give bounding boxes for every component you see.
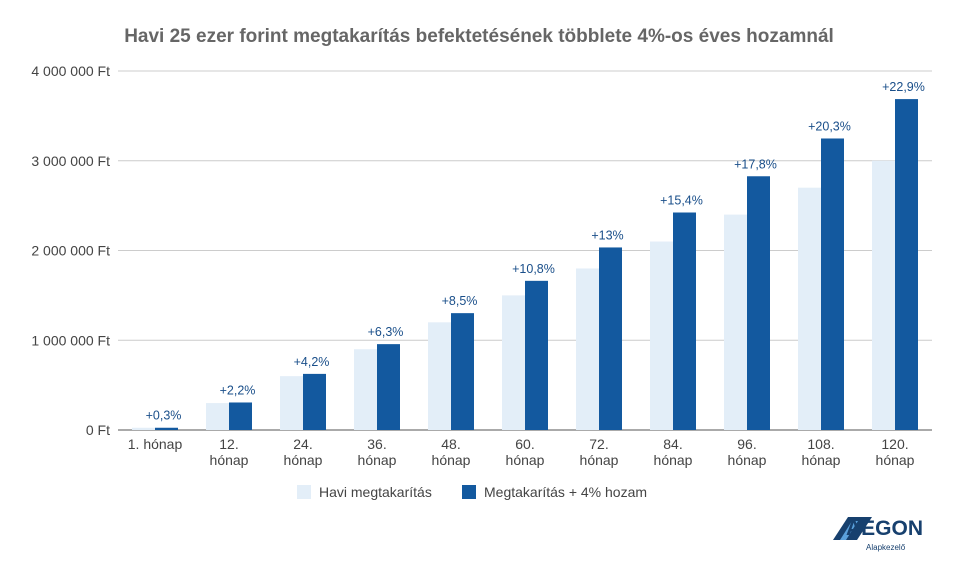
data-label: +15,4% [660, 193, 703, 207]
data-label: +4,2% [294, 355, 330, 369]
x-tick-label: 72. [589, 436, 608, 452]
bar-with-returns [303, 373, 326, 430]
x-tick-label: hónap [728, 452, 767, 468]
y-tick-label: 0 Ft [86, 422, 110, 438]
gridlines [118, 70, 932, 431]
bar-with-returns [525, 280, 548, 430]
bar-with-returns [155, 427, 178, 430]
y-tick-label: 2 000 000 Ft [31, 243, 110, 259]
data-label: +2,2% [220, 383, 256, 397]
y-axis-ticks: 0 Ft 1 000 000 Ft 2 000 000 Ft 3 000 000 Ft… [31, 63, 110, 438]
x-tick-label: 120. [881, 436, 908, 452]
x-tick-label: hónap [506, 452, 545, 468]
bar-with-returns [747, 176, 770, 430]
x-tick-label: hónap [876, 452, 915, 468]
bar-savings [576, 268, 599, 430]
data-label: +0,3% [146, 409, 182, 423]
y-tick-label: 4 000 000 Ft [31, 63, 110, 79]
bar-with-returns [821, 138, 844, 430]
x-tick-label: 108. [807, 436, 834, 452]
bar-with-returns [895, 99, 918, 431]
x-tick-label: 96. [737, 436, 756, 452]
x-tick-label: 24. [293, 436, 312, 452]
bar-savings [502, 295, 525, 430]
data-label: +13% [591, 228, 623, 242]
x-axis-ticks: 1. hónap 12.hónap24.hónap36.hónap48.hónap… [128, 436, 915, 468]
x-tick-label: hónap [802, 452, 841, 468]
bar-savings [650, 241, 673, 430]
x-tick-label: 84. [663, 436, 682, 452]
data-label: +6,3% [368, 325, 404, 339]
bar-with-returns [451, 313, 474, 430]
aegon-logo: AEGON Alapkezelő [833, 517, 923, 552]
legend-swatch-returns [462, 485, 476, 499]
bar-savings [872, 160, 895, 430]
x-tick-label: 36. [367, 436, 386, 452]
logo-subtitle: Alapkezelő [866, 543, 906, 552]
data-label: +22,9% [882, 80, 925, 94]
bar-with-returns [599, 247, 622, 430]
bar-savings [132, 427, 155, 430]
bar-savings [206, 403, 229, 430]
x-tick-label: hónap [210, 452, 249, 468]
x-tick-label: hónap [432, 452, 471, 468]
y-tick-label: 1 000 000 Ft [31, 332, 110, 348]
x-tick-label: 48. [441, 436, 460, 452]
x-tick-label: 1. hónap [128, 436, 183, 452]
aegon-logo-mark-light-icon [840, 521, 858, 540]
x-tick-label: hónap [358, 452, 397, 468]
y-tick-label: 3 000 000 Ft [31, 153, 110, 169]
legend: Havi megtakarítás Megtakarítás + 4% hoza… [297, 484, 647, 500]
chart-title: Havi 25 ezer forint megtakarítás befekte… [124, 26, 834, 47]
logo-name: AEGON [846, 517, 923, 540]
bar-savings [798, 187, 821, 430]
bar-with-returns [229, 402, 252, 430]
x-tick-label: hónap [580, 452, 619, 468]
bars [132, 99, 918, 431]
data-labels: +0,3% +2,2% +4,2% +6,3% +8,5% +10,8% +13% +15,4… [146, 80, 925, 423]
bar-savings [354, 349, 377, 430]
bar-with-returns [673, 212, 696, 430]
data-label: +10,8% [512, 262, 555, 276]
x-tick-label: hónap [654, 452, 693, 468]
bar-with-returns [377, 344, 400, 430]
bar-savings [280, 376, 303, 430]
data-label: +20,3% [808, 119, 851, 133]
data-label: +8,5% [442, 294, 478, 308]
legend-label-savings: Havi megtakarítás [319, 484, 432, 500]
x-tick-label: hónap [284, 452, 323, 468]
bar-savings [428, 322, 451, 430]
data-label: +17,8% [734, 157, 777, 171]
x-tick-label: 12. [219, 436, 238, 452]
bar-savings [724, 214, 747, 430]
legend-label-returns: Megtakarítás + 4% hozam [484, 484, 647, 500]
legend-swatch-savings [297, 485, 311, 499]
x-tick-label: 60. [515, 436, 534, 452]
